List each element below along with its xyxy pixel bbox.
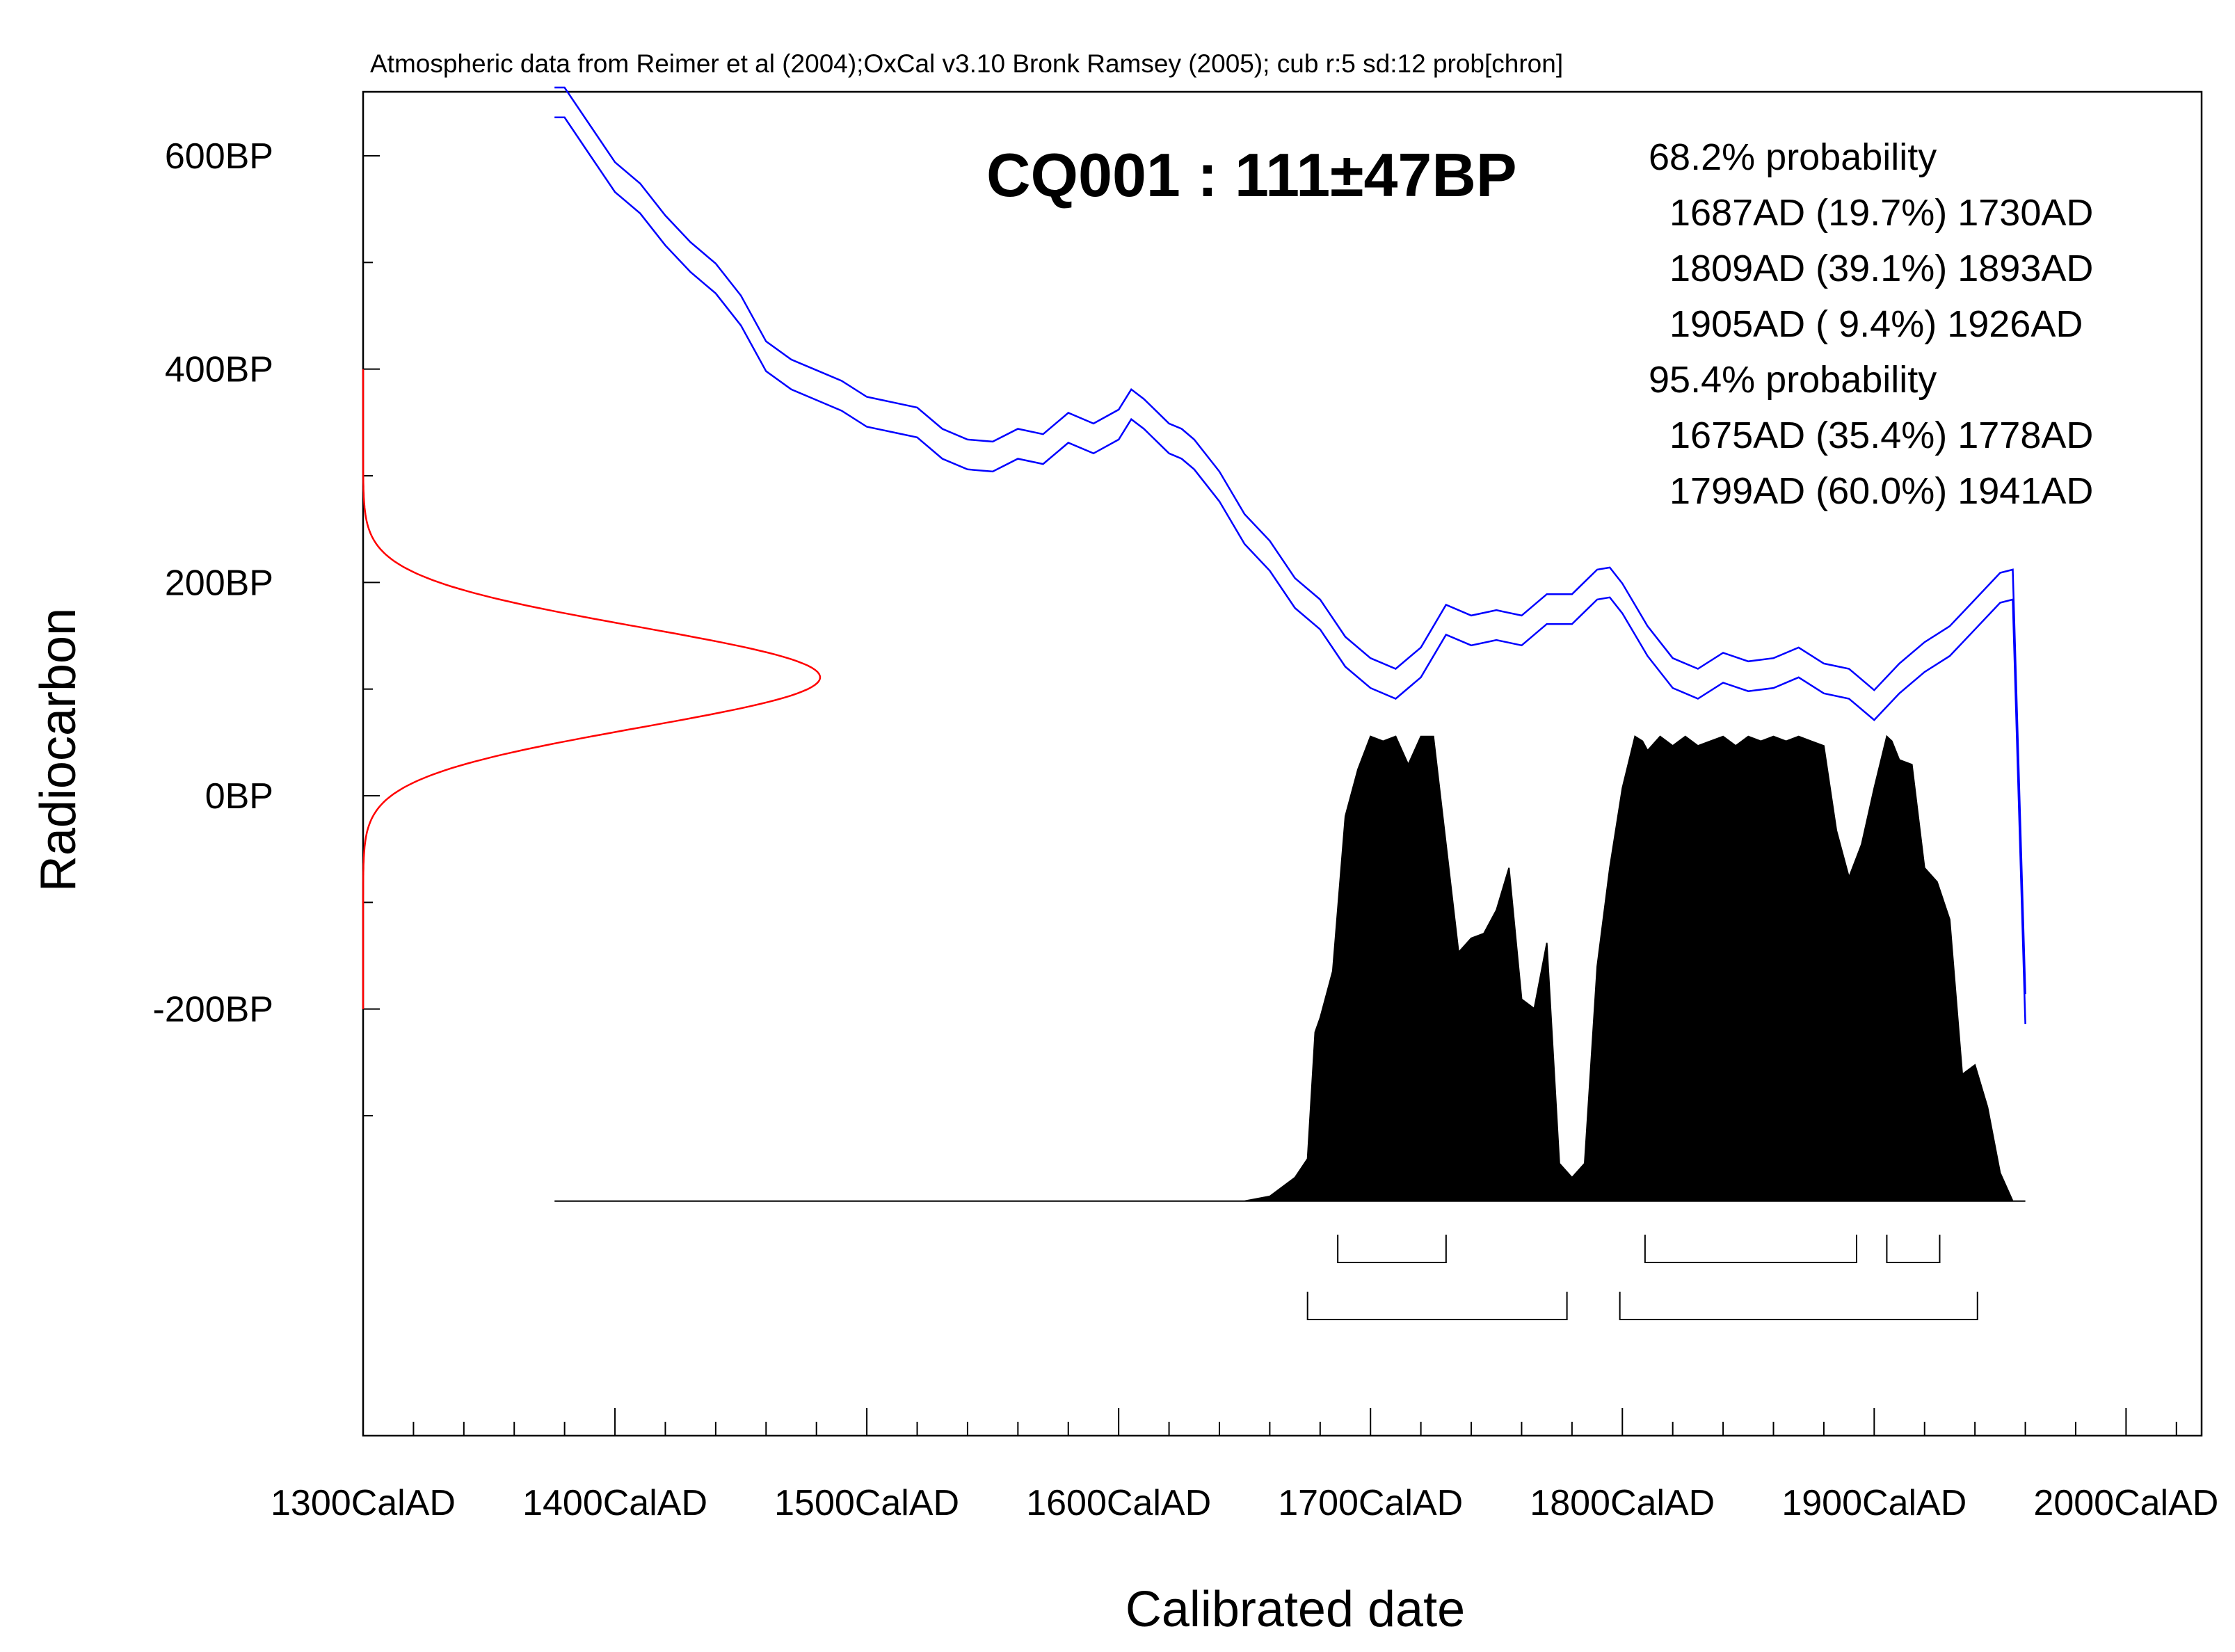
y-tick-label: 200BP [165, 563, 273, 603]
stats-line: 1799AD (60.0%) 1941AD [1649, 470, 2093, 512]
chart-title: CQ001 : 111±47BP [986, 141, 1517, 209]
y-axis-ticks [363, 155, 380, 1116]
header-text: Atmospheric data from Reimer et al (2004… [370, 49, 1563, 78]
radiocarbon-distribution [362, 369, 822, 1009]
x-tick-label: 1900CalAD [1781, 1483, 1966, 1523]
x-axis-tick-labels: 1300CalAD 1400CalAD 1500CalAD 1600CalAD 1700… [271, 1483, 2218, 1523]
y-axis-tick-labels: 600BP 400BP 200BP 0BP -200BP [153, 136, 273, 1030]
calibration-curve-upper [554, 86, 2026, 995]
y-tick-label: 600BP [165, 136, 273, 177]
stats-line: 95.4% probability [1649, 359, 1937, 401]
stats-line: 1809AD (39.1%) 1893AD [1649, 248, 2093, 289]
stats-line: 1675AD (35.4%) 1778AD [1649, 415, 2093, 456]
x-tick-label: 1800CalAD [1530, 1483, 1715, 1523]
range-95-bracket [1619, 1292, 1978, 1320]
calibration-curve-lower [554, 116, 2026, 1025]
range-68-bracket [1886, 1235, 1941, 1263]
x-tick-label: 1700CalAD [1278, 1483, 1463, 1523]
x-tick-label: 1400CalAD [522, 1483, 707, 1523]
stats-line: 1905AD ( 9.4%) 1926AD [1649, 303, 2083, 345]
distribution-area [554, 735, 2026, 1202]
y-tick-label: 400BP [165, 350, 273, 390]
range-95-bracket [1306, 1292, 1568, 1320]
x-axis-title: Calibrated date [1125, 1582, 1465, 1637]
range-brackets [1306, 1235, 1978, 1320]
x-axis-ticks [362, 1408, 2177, 1436]
calibration-curve [554, 86, 2026, 1025]
x-tick-label: 2000CalAD [2033, 1483, 2218, 1523]
radiocarbon-curve [362, 369, 822, 1009]
x-tick-label: 1600CalAD [1026, 1483, 1211, 1523]
range-68-bracket [1644, 1235, 1857, 1263]
x-tick-label: 1300CalAD [271, 1483, 456, 1523]
plot-frame [362, 90, 2203, 1437]
y-tick-label: -200BP [153, 990, 273, 1030]
y-tick-label: 0BP [205, 776, 273, 817]
probability-distribution [554, 735, 2026, 1202]
stats-line: 68.2% probability [1649, 136, 1937, 178]
stats-line: 1687AD (19.7%) 1730AD [1649, 192, 2093, 234]
probability-stats: 68.2% probability 1687AD (19.7%) 1730AD … [1649, 136, 2093, 512]
x-tick-label: 1500CalAD [774, 1483, 959, 1523]
range-68-bracket [1337, 1235, 1447, 1263]
y-axis-title: Radiocarbon [31, 608, 86, 892]
